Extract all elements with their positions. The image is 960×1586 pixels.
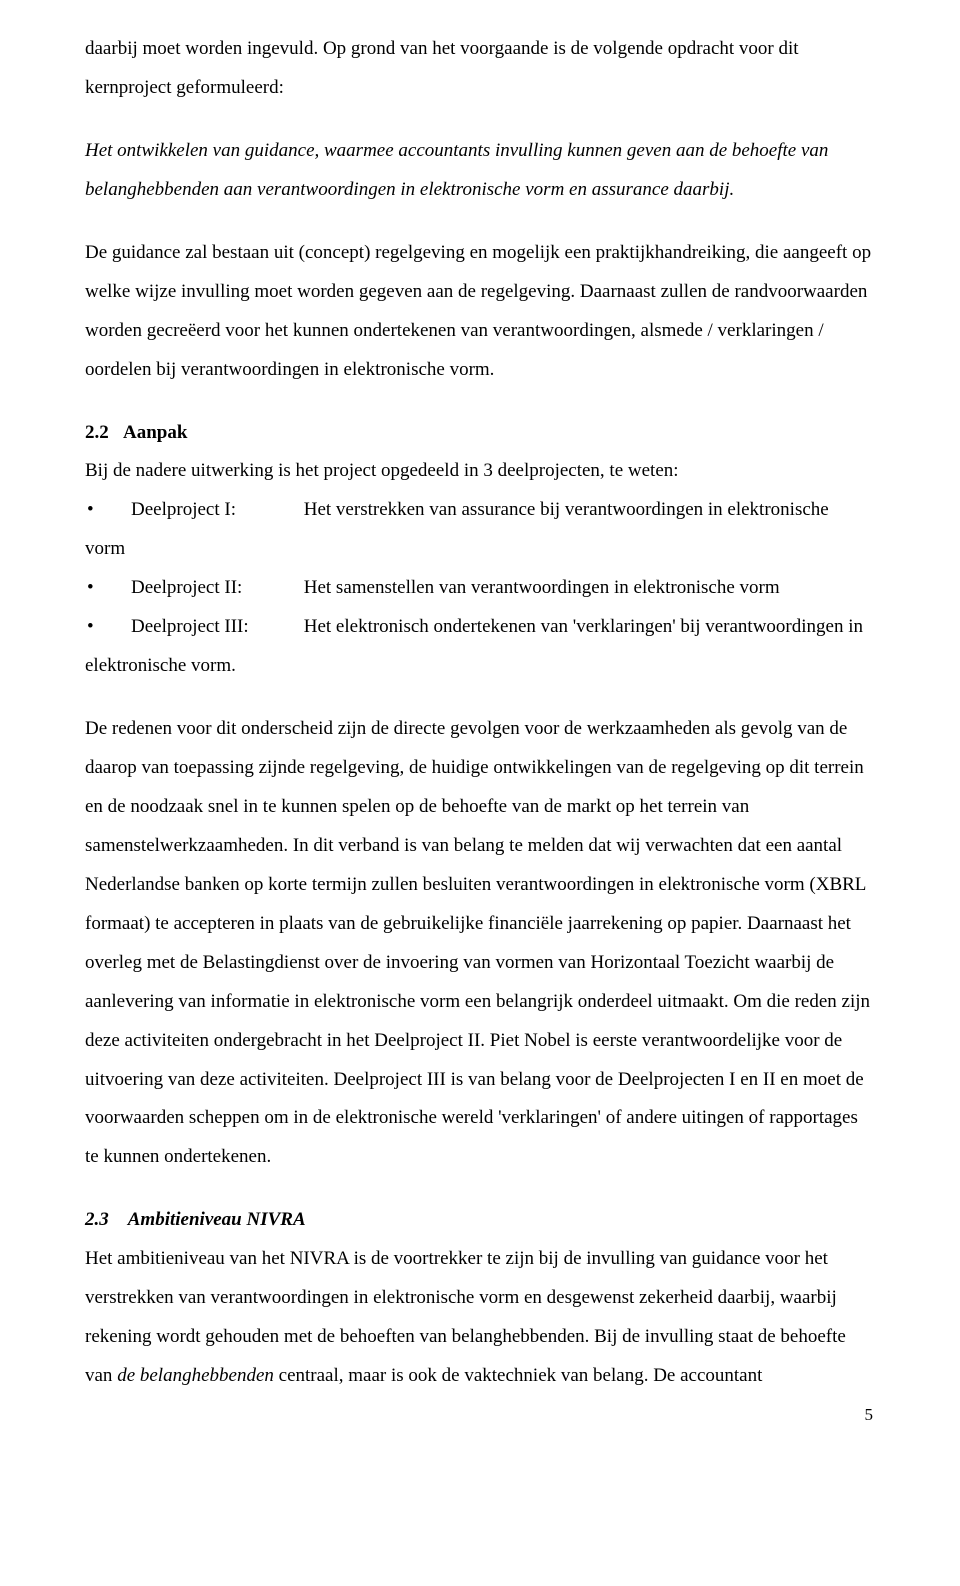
body-italic: de belanghebbenden: [117, 1365, 274, 1386]
deelproject-label: Deelproject I:: [131, 491, 299, 530]
section-2-3-body: Het ambitieniveau van het NIVRA is de vo…: [85, 1240, 875, 1396]
list-item: Deelproject III: Het elektronisch ondert…: [85, 608, 875, 686]
paragraph-continuation: daarbij moet worden ingevuld. Op grond v…: [85, 30, 875, 108]
section-number: 2.2: [85, 422, 109, 443]
list-item: Deelproject II: Het samenstellen van ver…: [85, 569, 875, 608]
section-2-2-intro: Bij de nadere uitwerking is het project …: [85, 452, 875, 491]
assignment-statement: Het ontwikkelen van guidance, waarmee ac…: [85, 132, 875, 210]
deelproject-label: Deelproject III:: [131, 608, 299, 647]
page-number: 5: [85, 1398, 875, 1433]
deelproject-text: Het samenstellen van verantwoordingen in…: [304, 577, 780, 598]
list-item: Deelproject I: Het verstrekken van assur…: [85, 491, 875, 569]
section-2-2-heading: 2.2 Aanpak: [85, 414, 875, 453]
deelproject-text: Het verstrekken van assurance bij verant…: [304, 499, 829, 520]
section-title: Aanpak: [123, 422, 187, 443]
document-page: daarbij moet worden ingevuld. Op grond v…: [0, 0, 960, 1463]
guidance-description: De guidance zal bestaan uit (concept) re…: [85, 234, 875, 390]
deelproject-wrap: elektronische vorm.: [85, 647, 236, 686]
deelproject-wrap: vorm: [85, 530, 125, 569]
deelproject-text: Het elektronisch ondertekenen van 'verkl…: [304, 616, 863, 637]
body-post: centraal, maar is ook de vaktechniek van…: [274, 1365, 763, 1386]
deelproject-label: Deelproject II:: [131, 569, 299, 608]
section-title: Ambitieniveau NIVRA: [128, 1209, 306, 1230]
deelproject-list: Deelproject I: Het verstrekken van assur…: [85, 491, 875, 686]
section-number: 2.3: [85, 1209, 109, 1230]
section-2-2-body: De redenen voor dit onderscheid zijn de …: [85, 710, 875, 1177]
section-2-3-heading: 2.3 Ambitieniveau NIVRA: [85, 1201, 875, 1240]
